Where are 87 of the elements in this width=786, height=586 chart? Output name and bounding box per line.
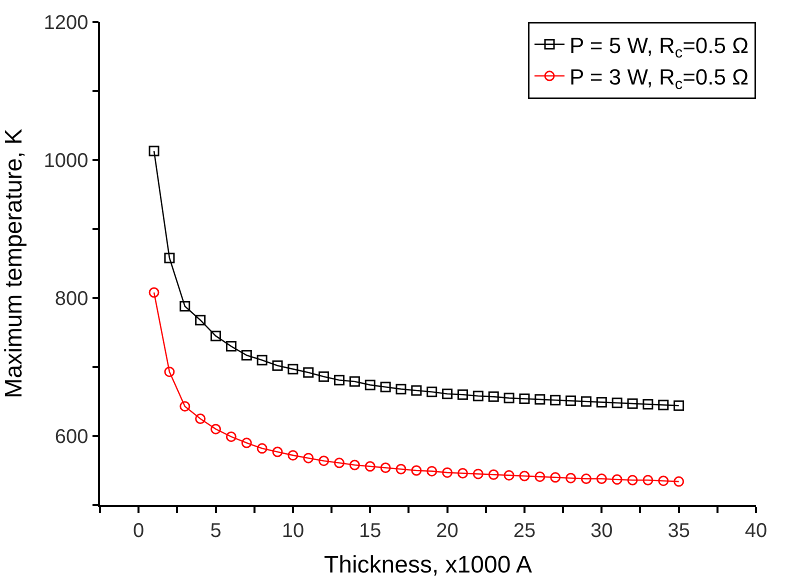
point [288,450,298,461]
point [334,458,344,468]
y-tick-label: 1200 [44,12,88,34]
point [612,398,622,408]
point [288,364,298,374]
x-tick-label: 25 [513,520,536,542]
point [658,476,669,486]
x-tick-label: 20 [436,520,458,542]
point [627,398,638,409]
point [457,389,468,400]
point [426,466,438,476]
x-axis-title: Thickness, x1000 A [324,552,532,579]
point [210,330,222,342]
x-tick-label: 30 [590,520,613,542]
point [226,341,236,352]
point [550,394,561,406]
point [642,399,654,410]
point [303,452,314,464]
point [488,391,499,402]
point [566,396,576,406]
point [272,446,283,458]
point [318,456,330,466]
point [256,443,268,454]
point [380,462,391,473]
x-tick-label: 0 [133,520,144,542]
y-axis-title: Maximum temperature, K [0,128,28,398]
point [488,469,499,480]
point [442,388,453,400]
point [457,468,468,479]
point [195,314,206,326]
legend-label: P = 3 W, R$_{c}$=0.5 Ω [570,64,749,94]
point [364,380,376,390]
point [256,354,268,366]
point [519,393,530,404]
point [148,287,160,298]
point [226,431,236,442]
y-tick-label: 1000 [44,150,88,172]
point [550,472,561,483]
x-tick-label: 40 [744,520,768,542]
point [580,474,592,484]
x-tick-label: 15 [358,520,382,542]
point [349,376,360,387]
point [674,400,684,411]
point [241,350,252,361]
point [504,392,514,404]
point [396,384,406,394]
point [334,374,344,386]
x-tick-label: 35 [668,520,690,542]
y-tick-label: 800 [54,288,88,310]
point [411,385,422,396]
point [612,474,622,485]
x-tick-label: 10 [282,520,304,542]
point [272,360,283,371]
point [148,146,160,156]
point [164,366,175,378]
point [164,252,175,264]
x-tick-label: 5 [210,520,222,542]
point [180,401,190,412]
point [519,470,530,482]
point [580,396,592,407]
y-tick-label: 600 [54,426,88,448]
point [349,460,360,470]
point [642,474,654,486]
point [472,390,484,402]
point [396,464,406,474]
point [596,396,607,408]
point [318,371,330,382]
point [411,465,422,476]
point [380,382,391,392]
point [472,468,484,480]
point [627,474,638,486]
point [195,414,206,424]
point [241,438,252,448]
point [566,472,576,484]
point [504,470,514,481]
point [658,400,669,410]
point [426,386,438,398]
point [534,394,546,405]
point [364,461,376,472]
point [303,367,314,378]
point [442,467,453,478]
point [180,301,190,312]
point [210,424,222,434]
point [674,476,684,487]
point [534,471,546,482]
legend-label: P = 5 W, R$_{c}$=0.5 Ω [570,32,749,62]
point [596,474,607,484]
